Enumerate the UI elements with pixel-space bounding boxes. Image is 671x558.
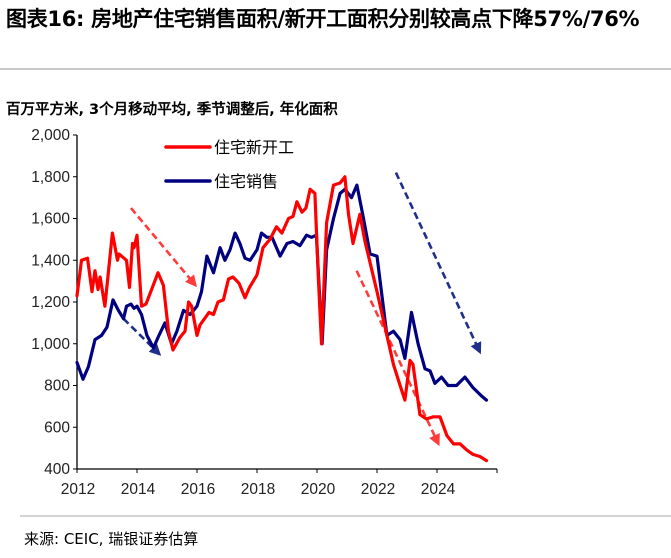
y-tick-label: 1,200	[31, 294, 70, 311]
title-divider	[0, 68, 671, 70]
x-tick-label: 2016	[181, 481, 215, 498]
chart-title: 图表16: 房地产住宅销售面积/新开工面积分别较高点下降57%/76%	[6, 7, 640, 31]
x-tick-label: 2024	[421, 481, 456, 498]
legend-label: 住宅新开工	[214, 138, 294, 157]
y-tick-label: 800	[44, 378, 70, 395]
y-tick-label: 1,000	[31, 336, 70, 353]
y-tick-label: 1,600	[31, 211, 70, 228]
series-line	[75, 175, 489, 463]
y-tick-label: 400	[44, 461, 70, 478]
source-divider	[20, 515, 671, 517]
y-tick-label: 1,800	[31, 169, 70, 186]
legend-label: 住宅销售	[214, 172, 278, 191]
y-tick-label: 1,400	[31, 252, 70, 269]
y-tick-label: 2,000	[31, 127, 70, 144]
y-tick-label: 600	[44, 419, 70, 436]
trend-arrow	[355, 270, 440, 447]
chart-unit-note: 百万平方米, 3个月移动平均, 季节调整后, 年化面积	[6, 102, 338, 118]
trend-arrow	[122, 317, 162, 356]
x-tick-label: 2022	[361, 481, 395, 498]
trend-arrow	[394, 172, 482, 355]
x-tick-label: 2018	[241, 481, 275, 498]
series-line	[75, 183, 489, 402]
x-tick-label: 2020	[301, 481, 336, 498]
trend-arrow	[130, 207, 197, 288]
x-tick-label: 2012	[61, 481, 95, 498]
x-tick-label: 2014	[121, 481, 156, 498]
source-note: 来源: CEIC, 瑞银证券估算	[24, 530, 199, 548]
